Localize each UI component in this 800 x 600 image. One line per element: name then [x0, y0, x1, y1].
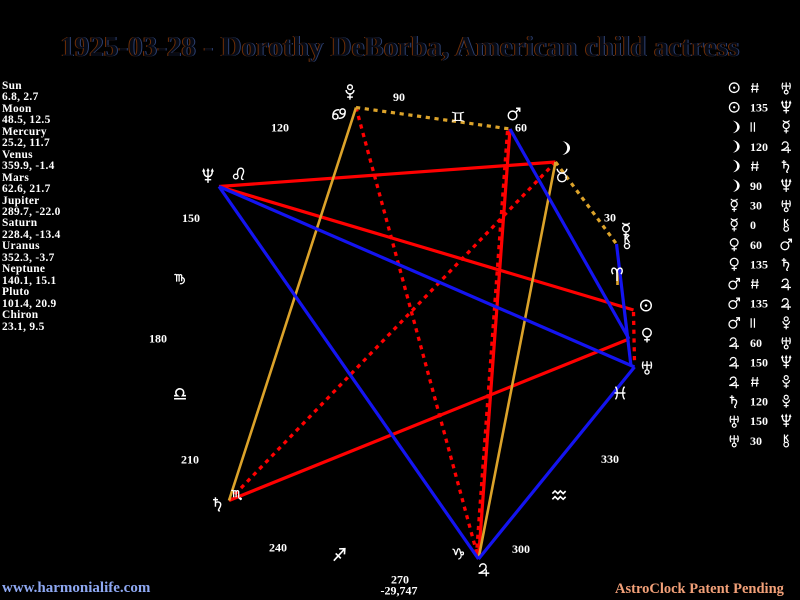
svg-text:0: 0	[750, 218, 756, 232]
svg-text:120: 120	[271, 121, 289, 135]
svg-text:330: 330	[601, 452, 619, 466]
svg-text:240: 240	[269, 541, 287, 555]
svg-text:60: 60	[750, 336, 762, 350]
svg-text:90: 90	[750, 179, 762, 193]
svg-text:270: 270	[391, 573, 409, 587]
svg-text:135: 135	[750, 297, 768, 311]
svg-text:150: 150	[750, 414, 768, 428]
svg-text:135: 135	[750, 257, 768, 271]
svg-text:30: 30	[604, 211, 616, 225]
svg-text:30: 30	[750, 434, 762, 448]
svg-text:150: 150	[750, 355, 768, 369]
svg-text:-29,747: -29,747	[381, 584, 418, 598]
svg-text:60: 60	[515, 121, 527, 135]
svg-text:120: 120	[750, 395, 768, 409]
svg-text:150: 150	[182, 211, 200, 225]
svg-text:60: 60	[750, 238, 762, 252]
svg-text:90: 90	[393, 90, 405, 104]
svg-text:135: 135	[750, 101, 768, 115]
svg-text:30: 30	[750, 199, 762, 213]
svg-text:300: 300	[512, 542, 530, 556]
svg-text:210: 210	[181, 453, 199, 467]
svg-text:180: 180	[149, 332, 167, 346]
svg-text:120: 120	[750, 140, 768, 154]
